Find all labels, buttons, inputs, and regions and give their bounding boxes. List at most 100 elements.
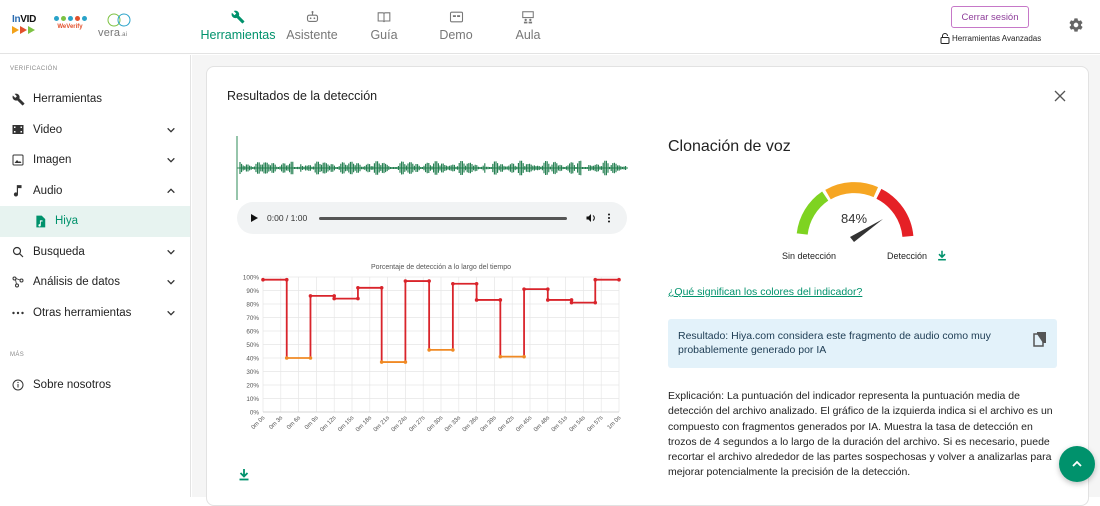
x-tick-label: 0m 39s — [480, 415, 498, 433]
data-point — [569, 298, 574, 302]
x-tick-label: 0m 15s — [337, 415, 355, 433]
x-tick-label: 0m 48s — [533, 415, 551, 433]
close-icon[interactable] — [1053, 89, 1067, 103]
data-point — [379, 360, 384, 364]
gauge-segment-red — [876, 188, 914, 238]
gauge-segment-orange — [825, 182, 879, 200]
nav-label: Guía — [370, 28, 398, 42]
wrench-icon — [11, 92, 25, 106]
data-point — [261, 277, 265, 282]
data-point — [284, 277, 289, 282]
more-icon — [11, 306, 25, 320]
data-point — [474, 281, 479, 286]
robot-icon — [276, 8, 348, 26]
y-tick-label: 80% — [246, 301, 259, 308]
sidebar-item-other-tools[interactable]: Otras herramientas — [0, 298, 190, 329]
sidebar-item-about[interactable]: Sobre nosotros — [0, 370, 190, 401]
sidebar-item-search[interactable]: Busqueda — [0, 237, 190, 268]
sidebar-item-label: Imagen — [33, 154, 72, 167]
y-tick-label: 90% — [246, 288, 259, 295]
results-card — [206, 66, 1089, 506]
x-tick-label: 0m 42s — [497, 415, 515, 433]
nav-tools[interactable]: Herramientas — [200, 8, 276, 48]
sidebar-item-label: Otras herramientas — [33, 306, 132, 319]
nav-demo[interactable]: Demo — [420, 8, 492, 48]
x-tick-label: 0m 21s — [373, 415, 391, 433]
detection-chart: Porcentaje de detección a lo largo del t… — [243, 264, 623, 433]
sidebar-item-label: Herramientas — [33, 93, 103, 106]
sidebar-item-tools[interactable]: Herramientas — [0, 84, 190, 115]
data-point — [379, 286, 384, 290]
gauge-segment-green — [796, 191, 829, 235]
nav-classroom[interactable]: Aula — [492, 8, 564, 48]
x-tick-label: 0m 0s — [251, 415, 267, 431]
download-icon[interactable] — [237, 467, 251, 481]
x-tick-label: 0m 27s — [408, 415, 426, 433]
sidebar-item-label: Video — [33, 123, 63, 136]
wrench-icon — [200, 8, 276, 26]
chevron-down-icon — [167, 157, 175, 163]
data-point — [498, 298, 503, 302]
nav-label: Demo — [439, 28, 473, 42]
y-tick-label: 70% — [246, 315, 259, 322]
data-point — [356, 296, 360, 301]
more-vert-icon[interactable] — [603, 212, 615, 224]
data-point — [522, 287, 526, 291]
sidebar: VERIFICACIÓN Herramientas Video Imagen A… — [0, 55, 191, 497]
audio-waveform[interactable] — [236, 136, 628, 200]
chevron-down-icon — [167, 310, 175, 316]
sidebar-item-data-analysis[interactable]: Análisis de datos — [0, 267, 190, 298]
logout-button[interactable]: Cerrar sesión — [951, 6, 1029, 28]
nav-label: Aula — [515, 28, 541, 42]
data-point — [284, 356, 289, 360]
advanced-tools-toggle[interactable]: Herramientas Avanzadas — [940, 33, 1041, 44]
data-point — [546, 287, 550, 291]
x-tick-label: 1m 0s — [607, 415, 623, 431]
vera-logo: vera.ai — [96, 13, 142, 39]
x-tick-label: 0m 36s — [462, 415, 480, 433]
x-tick-label: 0m 54s — [569, 415, 587, 433]
data-point — [522, 354, 526, 359]
data-point — [308, 294, 313, 298]
play-icon[interactable] — [249, 213, 259, 223]
copy-icon[interactable] — [1033, 331, 1047, 347]
nav-assistant[interactable]: Asistente — [276, 8, 348, 48]
film-icon — [11, 123, 25, 137]
weverify-logo: WeVerify — [50, 14, 90, 38]
x-tick-label: 0m 12s — [319, 415, 337, 433]
data-point — [617, 277, 621, 282]
sidebar-item-image[interactable]: Imagen — [0, 145, 190, 176]
chevron-down-icon — [167, 127, 175, 133]
page-title: Resultados de la detección — [227, 89, 378, 103]
section-label-more: MÁS — [10, 352, 25, 358]
sidebar-item-video[interactable]: Video — [0, 115, 190, 146]
x-tick-label: 0m 30s — [426, 415, 444, 433]
gear-icon[interactable] — [1068, 17, 1084, 33]
nav-label: Herramientas — [200, 28, 276, 42]
sidebar-item-label: Hiya — [55, 215, 79, 228]
section-label-verification: VERIFICACIÓN — [10, 66, 58, 72]
nav-guide[interactable]: Guía — [348, 8, 420, 48]
unlock-icon — [940, 33, 950, 44]
explanation-text: Explicación: La puntuación del indicador… — [668, 390, 1053, 479]
gauge-value: 84% — [841, 211, 867, 226]
info-icon — [11, 378, 25, 392]
scroll-top-button[interactable] — [1059, 446, 1095, 482]
main-nav: Herramientas Asistente Guía Demo Aula — [200, 8, 564, 48]
sidebar-item-hiya[interactable]: Hiya — [0, 206, 190, 237]
data-point — [332, 296, 336, 301]
volume-icon[interactable] — [585, 212, 597, 224]
y-tick-label: 0% — [250, 409, 260, 416]
sidebar-item-audio[interactable]: Audio — [0, 176, 190, 207]
player-time: 0:00 / 1:00 — [267, 213, 308, 223]
data-point — [474, 298, 479, 302]
data-point — [593, 277, 598, 282]
detection-gauge: 84% — [796, 182, 914, 242]
player-seek-bar[interactable] — [319, 216, 567, 220]
x-tick-label: 0m 57s — [586, 415, 604, 433]
music-note-icon — [11, 184, 25, 198]
sidebar-item-label: Busqueda — [33, 245, 85, 258]
audio-file-icon — [33, 214, 47, 228]
colors-meaning-link[interactable]: ¿Qué significan los colores del indicado… — [668, 286, 863, 298]
download-icon[interactable] — [936, 249, 948, 261]
